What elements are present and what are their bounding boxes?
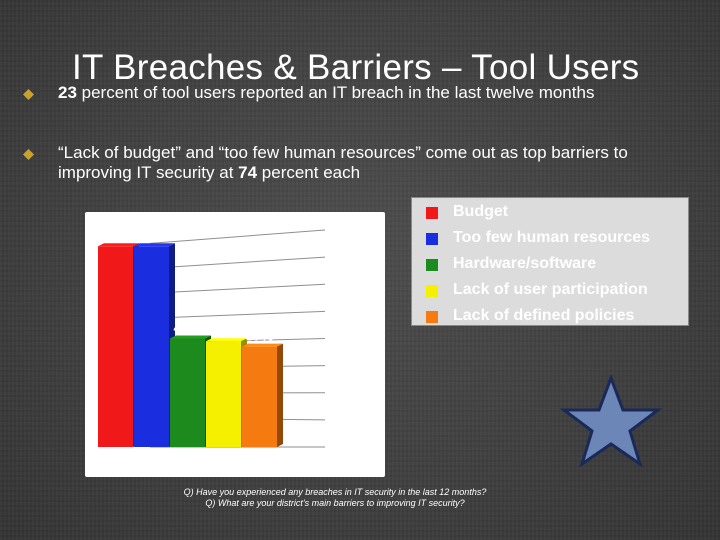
gridline: [149, 229, 326, 244]
bullet-breach-number: 23: [58, 83, 77, 102]
legend-label: Hardware/software: [453, 255, 597, 272]
legend-swatch: [426, 285, 438, 297]
bar-top: [242, 343, 283, 347]
gridline: [149, 310, 326, 319]
legend-swatch: [426, 259, 438, 271]
data-label: 37%: [245, 328, 274, 344]
bar: [98, 246, 133, 447]
bar-top: [98, 243, 139, 247]
survey-footnote: Q) Have you experienced any breaches in …: [130, 487, 540, 509]
legend-label: Budget: [453, 203, 509, 220]
y-tick-label: 60%: [334, 276, 363, 292]
bullet-barriers: “Lack of budget” and “too few human reso…: [23, 143, 678, 183]
bullet-barriers-number: 74: [238, 163, 258, 182]
footnote-question-2: Q) What are your district's main barrier…: [205, 498, 465, 508]
diamond-bullet-icon: [23, 89, 34, 100]
bar-top: [134, 243, 175, 247]
bullet-barriers-suffix: percent each: [257, 163, 361, 182]
y-tick-label: 70%: [334, 249, 363, 265]
y-tick-label: 50%: [334, 303, 363, 319]
data-label: 40%: [173, 320, 202, 336]
y-tick-label: 30%: [334, 358, 363, 374]
y-tick-label: 10%: [334, 412, 363, 428]
slide-title: IT Breaches & Barriers – Tool Users: [72, 48, 640, 87]
bullet-barriers-text: “Lack of budget” and “too few human reso…: [58, 143, 628, 182]
data-label: 74%: [101, 227, 130, 243]
bullet-breach-text: percent of tool users reported an IT bre…: [76, 83, 595, 102]
y-tick-label: 40%: [334, 331, 363, 347]
gridline: [149, 256, 326, 269]
gridline: [149, 283, 326, 294]
legend-label: Lack of defined policies: [453, 307, 635, 324]
legend-label: Lack of user participation: [453, 281, 648, 298]
chart-legend: Budget Too few human resources Hardware/so…: [411, 197, 689, 326]
bullet-breach: 23 percent of tool users reported an IT …: [23, 83, 678, 103]
legend-label: Too few human resources: [453, 229, 651, 246]
bar: [134, 246, 169, 447]
y-tick-label: 20%: [334, 385, 363, 401]
bar-side: [277, 343, 283, 447]
bar-top: [206, 338, 247, 342]
diamond-bullet-icon: [23, 149, 34, 160]
bar: [206, 341, 241, 447]
legend-swatch: [426, 207, 438, 219]
x-axis-label: IT Barriers: [147, 457, 222, 474]
y-tick-label: 80%: [334, 222, 363, 238]
bar-top: [170, 335, 211, 339]
data-label: 74%: [137, 227, 166, 243]
legend-swatch: [426, 233, 438, 245]
footnote-question-1: Q) Have you experienced any breaches in …: [183, 487, 487, 497]
bar: [242, 346, 277, 447]
bar: [170, 338, 205, 447]
y-tick-label: 0%: [334, 439, 355, 455]
legend-swatch: [426, 311, 438, 323]
data-label: 39%: [209, 322, 238, 338]
star-icon: [560, 375, 662, 467]
